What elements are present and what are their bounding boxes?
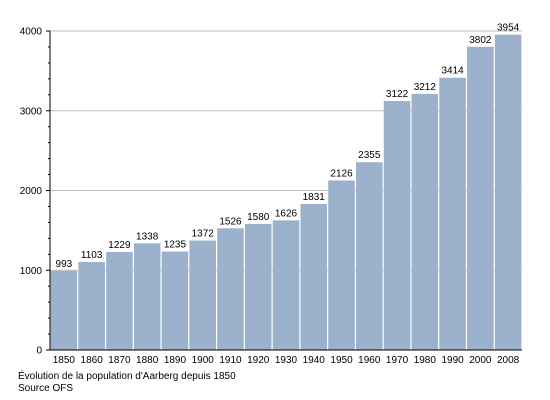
bar-1940 bbox=[300, 203, 328, 350]
bar-1960 bbox=[356, 162, 383, 350]
x-tick-label-2000: 2000 bbox=[469, 355, 492, 366]
value-label-1940: 1831 bbox=[303, 192, 326, 203]
value-label-1850: 993 bbox=[56, 259, 73, 270]
x-tick-label-1850: 1850 bbox=[53, 355, 76, 366]
y-tick-label-2000: 2000 bbox=[20, 186, 43, 197]
value-label-1860: 1103 bbox=[81, 250, 103, 261]
x-tick-label-1930: 1930 bbox=[275, 355, 298, 366]
value-label-1970: 3122 bbox=[386, 89, 409, 100]
x-tick-label-1950: 1950 bbox=[330, 355, 353, 366]
y-axis-ticks: 0 1000 2000 3000 4000 bbox=[20, 27, 50, 357]
value-label-1890: 1235 bbox=[164, 240, 187, 251]
x-tick-label-1900: 1900 bbox=[192, 355, 215, 366]
bar-1850 bbox=[50, 270, 78, 350]
bar-1920 bbox=[244, 223, 272, 350]
x-tick-label-1970: 1970 bbox=[386, 355, 409, 366]
bar-2008 bbox=[494, 34, 522, 351]
value-label-1880: 1338 bbox=[136, 231, 159, 242]
value-label-2008: 3954 bbox=[497, 23, 520, 34]
x-tick-label-1920: 1920 bbox=[247, 355, 270, 366]
bar-1910 bbox=[217, 228, 244, 350]
bar-1860 bbox=[78, 262, 105, 350]
value-labels: 993 1103 1229 1338 1235 1372 1526 1580 1626 1831 2… bbox=[56, 23, 520, 270]
y-tick-label-1000: 1000 bbox=[20, 266, 43, 277]
value-label-1950: 2126 bbox=[330, 168, 353, 179]
x-tick-label-1940: 1940 bbox=[303, 355, 326, 366]
x-tick-label-1860: 1860 bbox=[81, 355, 104, 366]
bar-1930 bbox=[272, 220, 300, 350]
x-tick-label-1990: 1990 bbox=[441, 355, 464, 366]
chart-caption: Évolution de la population d'Aarberg dep… bbox=[18, 371, 236, 382]
value-label-1990: 3414 bbox=[441, 66, 464, 77]
y-tick-label-4000: 4000 bbox=[20, 27, 43, 38]
x-tick-label-1870: 1870 bbox=[108, 355, 131, 366]
x-tick-label-1890: 1890 bbox=[164, 355, 187, 366]
chart-source: Source OFS bbox=[18, 383, 74, 394]
bar-1990 bbox=[439, 77, 466, 351]
value-label-1960: 2355 bbox=[358, 150, 381, 161]
y-tick-label-3000: 3000 bbox=[20, 106, 43, 117]
value-label-1920: 1580 bbox=[247, 212, 270, 223]
bar-1880 bbox=[133, 243, 161, 350]
x-axis-labels: 1850 1860 1870 1880 1890 1900 1910 1920 1930 1940… bbox=[53, 355, 520, 366]
value-label-1930: 1626 bbox=[275, 208, 298, 219]
x-tick-label-1980: 1980 bbox=[414, 355, 437, 366]
x-tick-label-2008: 2008 bbox=[497, 355, 520, 366]
bar-1970 bbox=[383, 101, 411, 350]
value-label-1910: 1526 bbox=[219, 216, 242, 227]
bar-1900 bbox=[189, 240, 216, 350]
bar-1870 bbox=[106, 251, 133, 350]
value-label-1870: 1229 bbox=[108, 240, 131, 251]
bars bbox=[50, 34, 522, 351]
bar-1980 bbox=[411, 93, 439, 350]
value-label-1900: 1372 bbox=[192, 229, 215, 240]
value-label-1980: 3212 bbox=[414, 82, 437, 93]
bar-2000 bbox=[467, 46, 494, 351]
x-tick-label-1910: 1910 bbox=[219, 355, 242, 366]
bar-1950 bbox=[328, 180, 355, 350]
bar-1890 bbox=[161, 251, 189, 350]
value-label-2000: 3802 bbox=[469, 35, 492, 46]
y-tick-label-0: 0 bbox=[36, 346, 42, 357]
x-tick-label-1880: 1880 bbox=[136, 355, 159, 366]
x-tick-label-1960: 1960 bbox=[358, 355, 381, 366]
